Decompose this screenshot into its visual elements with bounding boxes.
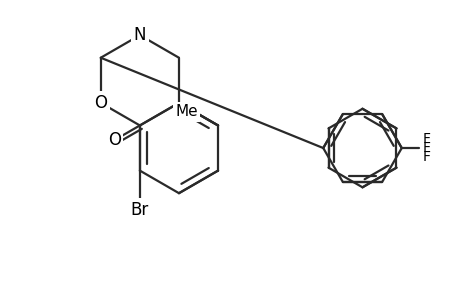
Text: F: F [421,132,430,146]
Text: O: O [107,131,121,149]
Text: Br: Br [130,201,149,219]
Text: F: F [421,141,430,155]
Text: O: O [94,94,107,112]
Text: N: N [133,26,146,44]
Text: F: F [421,150,430,164]
Text: Me: Me [175,104,197,119]
